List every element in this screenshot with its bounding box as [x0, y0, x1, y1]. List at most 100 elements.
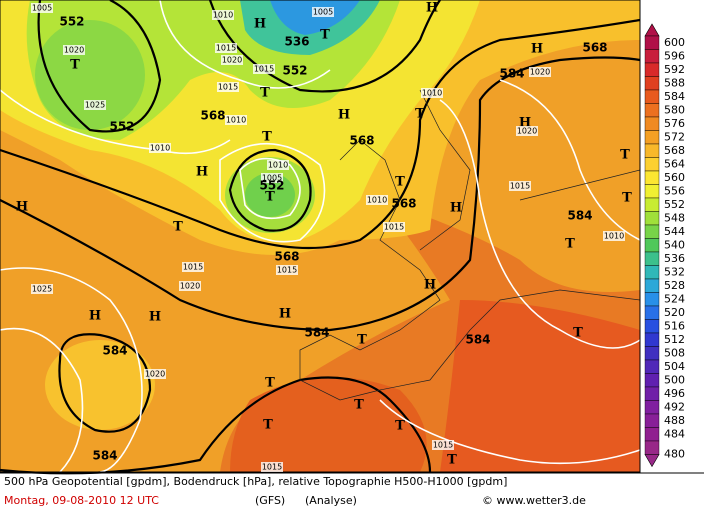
- isobar-label: 1015: [216, 44, 236, 53]
- isobar-label: 1010: [268, 161, 288, 170]
- pressure-center: T: [395, 175, 405, 190]
- isobar-label: 1010: [213, 11, 233, 20]
- legend-label: 512: [664, 333, 685, 346]
- legend-label: 584: [664, 90, 685, 103]
- legend-swatch: [644, 400, 660, 415]
- legend-swatch: [644, 157, 660, 172]
- isobar-label: 1020: [64, 46, 84, 55]
- label-bg: [215, 43, 237, 53]
- legend-label: 520: [664, 306, 685, 319]
- geopotential-label: 584: [499, 67, 524, 81]
- legend-label: 536: [664, 252, 685, 265]
- label-bg: [84, 100, 106, 110]
- legend-label: 488: [664, 414, 685, 427]
- legend-label: 496: [664, 387, 685, 400]
- isobar-label: 1010: [150, 144, 170, 153]
- legend-label: 516: [664, 319, 685, 332]
- legend-swatch: [644, 49, 660, 64]
- legend-swatch: [644, 170, 660, 185]
- label-bg: [421, 88, 443, 98]
- isobar-label: 1015: [384, 223, 404, 232]
- pressure-center: T: [565, 237, 575, 252]
- legend-swatch: [644, 440, 660, 455]
- geopotential-label: 552: [59, 15, 84, 29]
- run: (Analyse): [305, 494, 357, 507]
- pressure-center: H: [279, 307, 291, 322]
- label-bg: [276, 265, 298, 275]
- coastlines: [299, 89, 641, 401]
- pressure-center: T: [620, 148, 630, 163]
- very-cold-area: [270, 0, 360, 35]
- isobar-label: 1005: [32, 4, 52, 13]
- legend-swatch: [644, 292, 660, 307]
- pressure-center: T: [357, 333, 367, 348]
- isobar-label: 1020: [145, 370, 165, 379]
- pressure-center: H: [196, 165, 208, 180]
- label-bg: [267, 160, 289, 170]
- isobar-label: 1020: [530, 68, 550, 77]
- label-bg: [261, 173, 283, 183]
- pressure-center: H: [426, 1, 438, 16]
- legend-label: 580: [664, 103, 685, 116]
- legend-swatch: [644, 76, 660, 91]
- legend-label: 532: [664, 265, 685, 278]
- label-bg: [432, 440, 454, 450]
- label-bg: [212, 10, 234, 20]
- pressure-center: H: [424, 278, 436, 293]
- legend-label: 524: [664, 292, 685, 305]
- pressure-center: T: [622, 191, 632, 206]
- cold-area: [245, 173, 295, 217]
- legend-label: 596: [664, 49, 685, 62]
- pressure-center: H: [254, 17, 266, 32]
- geopotential-label: 568: [274, 250, 299, 264]
- pressure-center: T: [320, 28, 330, 43]
- label-bg: [253, 64, 275, 74]
- isobar-label: 1025: [32, 285, 52, 294]
- isobar-label: 1015: [433, 441, 453, 450]
- geopotential-label: 536: [284, 35, 309, 49]
- legend-swatch: [644, 35, 660, 50]
- mid-area: [45, 340, 155, 430]
- pressure-center: H: [531, 42, 543, 57]
- legend-label: 480: [664, 448, 685, 461]
- isobar-label: 1015: [277, 266, 297, 275]
- legend-label: 552: [664, 198, 685, 211]
- pressure-center: T: [265, 190, 275, 205]
- pressure-center: H: [149, 310, 161, 325]
- label-bg: [149, 143, 171, 153]
- legend-swatch: [644, 184, 660, 199]
- legend-label: 564: [664, 157, 685, 170]
- label-bg: [516, 126, 538, 136]
- legend-swatch: [644, 319, 660, 334]
- legend-label: 492: [664, 400, 685, 413]
- legend-cap: [644, 454, 660, 468]
- label-bg: [31, 3, 53, 13]
- geopotential-label: 584: [92, 449, 117, 463]
- label-bg: [383, 222, 405, 232]
- pressure-center: T: [354, 398, 364, 413]
- legend-label: 540: [664, 238, 685, 251]
- geopotential-label: 552: [109, 120, 134, 134]
- isobar-label: 1015: [262, 463, 282, 472]
- legend-cap: [644, 23, 660, 37]
- isobar-label: 1010: [422, 89, 442, 98]
- isobar-label: 1010: [226, 116, 246, 125]
- label-bg: [225, 115, 247, 125]
- legend-label: 548: [664, 211, 685, 224]
- legend-swatch: [644, 346, 660, 361]
- legend-label: 484: [664, 427, 685, 440]
- legend-label: 572: [664, 130, 685, 143]
- legend-swatch: [644, 427, 660, 442]
- isobar-label: 1005: [262, 174, 282, 183]
- legend-swatch: [644, 373, 660, 388]
- pressure-center: T: [173, 220, 183, 235]
- isobar-label: 1015: [254, 65, 274, 74]
- legend-swatch: [644, 89, 660, 104]
- geopotential-label: 584: [567, 209, 592, 223]
- legend-swatch: [644, 224, 660, 239]
- hot-area: [230, 377, 427, 472]
- isobar-label: 1015: [510, 182, 530, 191]
- isobar-label: 1025: [85, 101, 105, 110]
